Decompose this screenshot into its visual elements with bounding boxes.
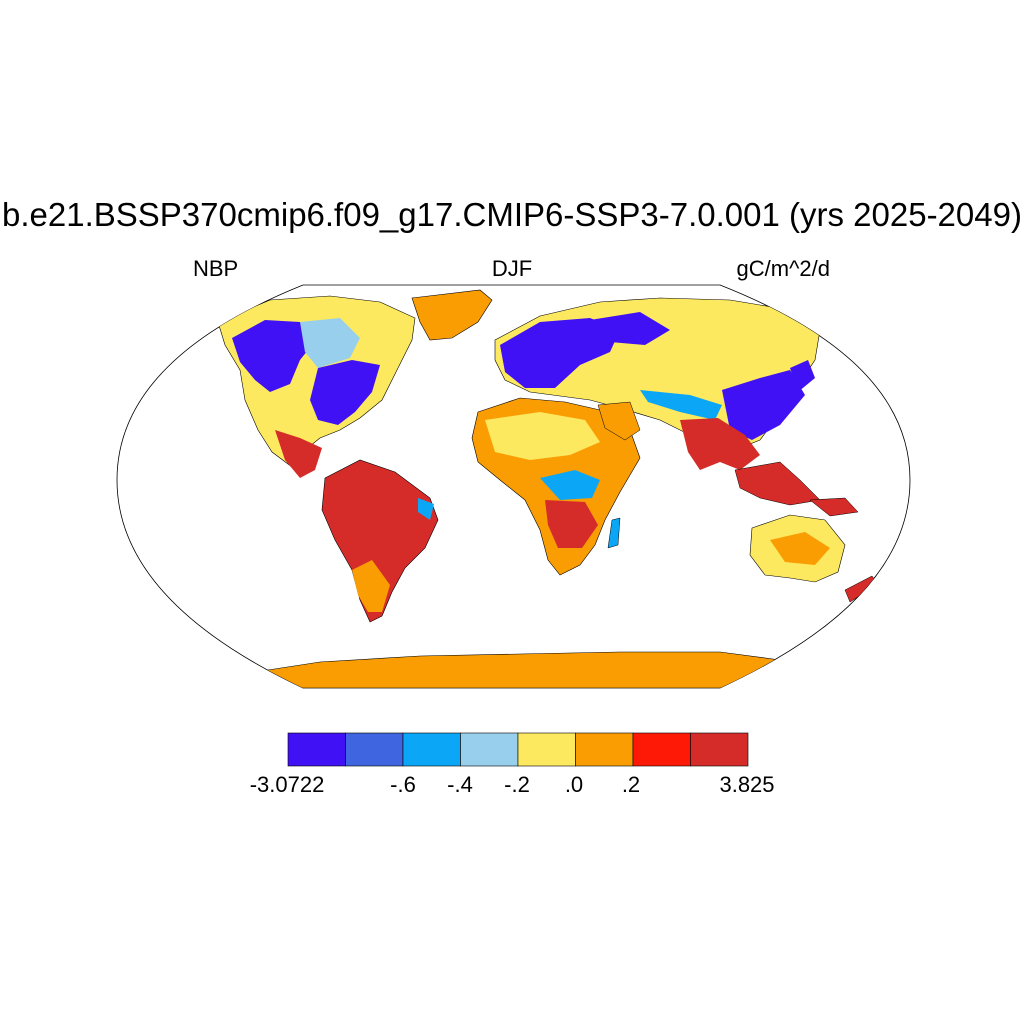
africa-yellow — [485, 412, 600, 460]
colorbar-label: .0 — [564, 772, 584, 797]
units-label: gC/m^2/d — [736, 256, 830, 281]
colorbar-label: -.4 — [447, 772, 473, 797]
madagascar — [607, 517, 621, 549]
south-america — [321, 459, 439, 623]
greenland — [411, 289, 493, 341]
colorbar-label-min: -3.0722 — [249, 772, 325, 797]
europe-blue — [500, 318, 620, 388]
season-label: DJF — [491, 256, 533, 281]
arabia — [597, 401, 641, 441]
variable-label: NBP — [193, 256, 239, 281]
colorbar-box — [402, 732, 461, 767]
na-red-central — [275, 430, 322, 478]
na-blue-west — [232, 320, 312, 392]
colorbar-label: -.6 — [390, 772, 416, 797]
asia-blue-north — [590, 312, 670, 345]
colorbar-label-max: 3.825 — [719, 772, 775, 797]
colorbar-box — [517, 732, 576, 767]
colorbar-label: -.2 — [504, 772, 530, 797]
colorbar-box — [345, 732, 404, 767]
na-blue-east — [310, 360, 380, 425]
antarctica — [239, 651, 801, 688]
map-title: b.e21.BSSP370cmip6.f09_g17.CMIP6-SSP3-7.… — [2, 196, 1022, 233]
east-asia-blue — [722, 370, 805, 440]
colorbar-label: .2 — [621, 772, 641, 797]
colorbar — [287, 732, 749, 767]
asia-lightblue — [640, 390, 722, 420]
japan-blue — [790, 360, 815, 392]
colorbar-box — [690, 732, 749, 767]
colorbar-box — [575, 732, 634, 767]
colorbar-box — [460, 732, 519, 767]
na-lightblue — [300, 318, 360, 368]
sa-blue-east — [418, 498, 434, 520]
africa-mixed — [540, 470, 600, 500]
australia-orange — [770, 532, 830, 565]
colorbar-box — [287, 732, 346, 767]
se-asia-islands — [734, 461, 821, 506]
sa-orange — [352, 560, 390, 612]
africa-red — [545, 500, 598, 548]
colorbar-box — [632, 732, 691, 767]
new-guinea — [809, 497, 859, 517]
south-asia-red — [680, 418, 760, 470]
